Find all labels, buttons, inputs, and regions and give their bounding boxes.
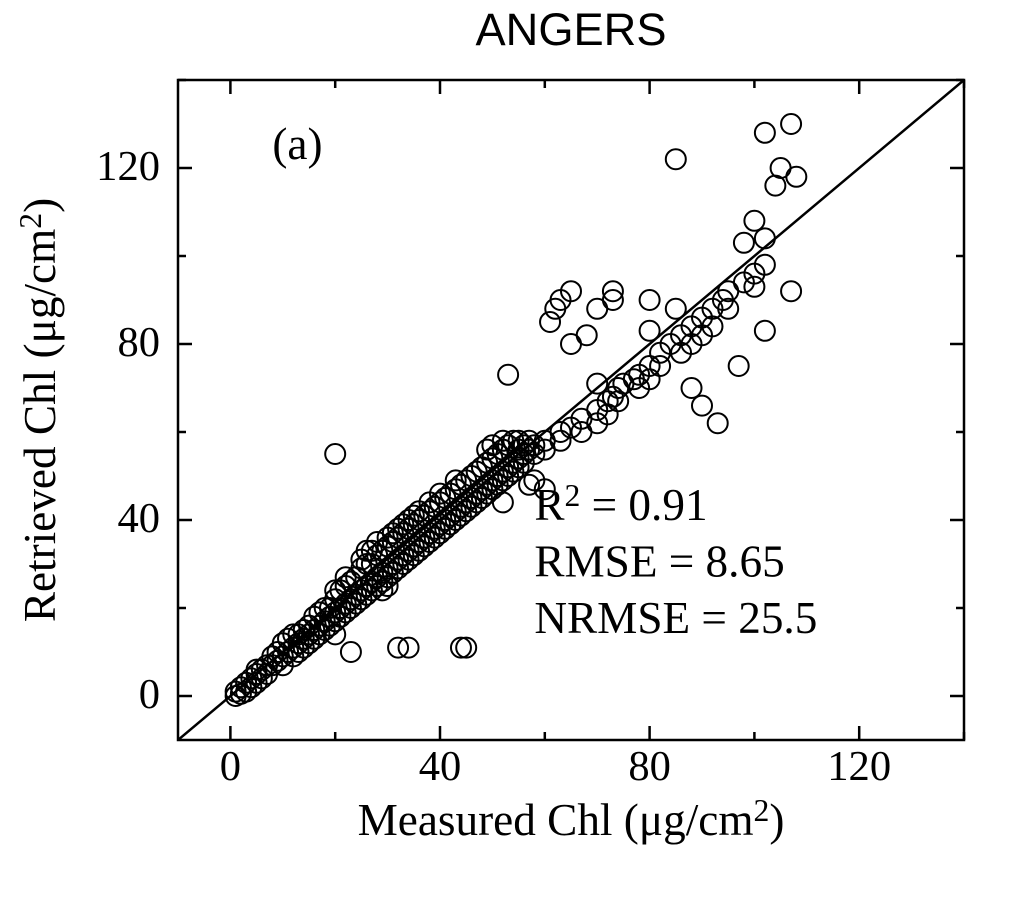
y-tick-label: 80 — [117, 319, 160, 366]
x-tick-label: 80 — [628, 743, 671, 790]
panel-label: (a) — [272, 119, 322, 169]
x-tick-label: 120 — [827, 743, 891, 790]
y-tick-label: 0 — [139, 671, 160, 718]
stat-nrmse: NRMSE = 25.5 — [534, 593, 817, 643]
y-tick-label: 120 — [96, 143, 160, 190]
scatter-chart: 0 40 80 120 0 40 80 120 ANGERS (a) Measured Chl (μ… — [0, 0, 1014, 899]
y-axis-label: Retrieved Chl (μg/cm2) — [13, 198, 65, 622]
x-axis-label: Measured Chl (μg/cm2) — [358, 793, 785, 845]
chart-container: { "chart": { "type": "scatter", "width_p… — [0, 0, 1014, 899]
stat-rmse: RMSE = 8.65 — [534, 537, 784, 587]
chart-title: ANGERS — [476, 4, 667, 55]
y-tick-label: 40 — [117, 495, 160, 542]
stat-r2: R2 = 0.91 — [534, 478, 707, 530]
x-tick-label: 0 — [220, 743, 241, 790]
x-tick-label: 40 — [419, 743, 462, 790]
